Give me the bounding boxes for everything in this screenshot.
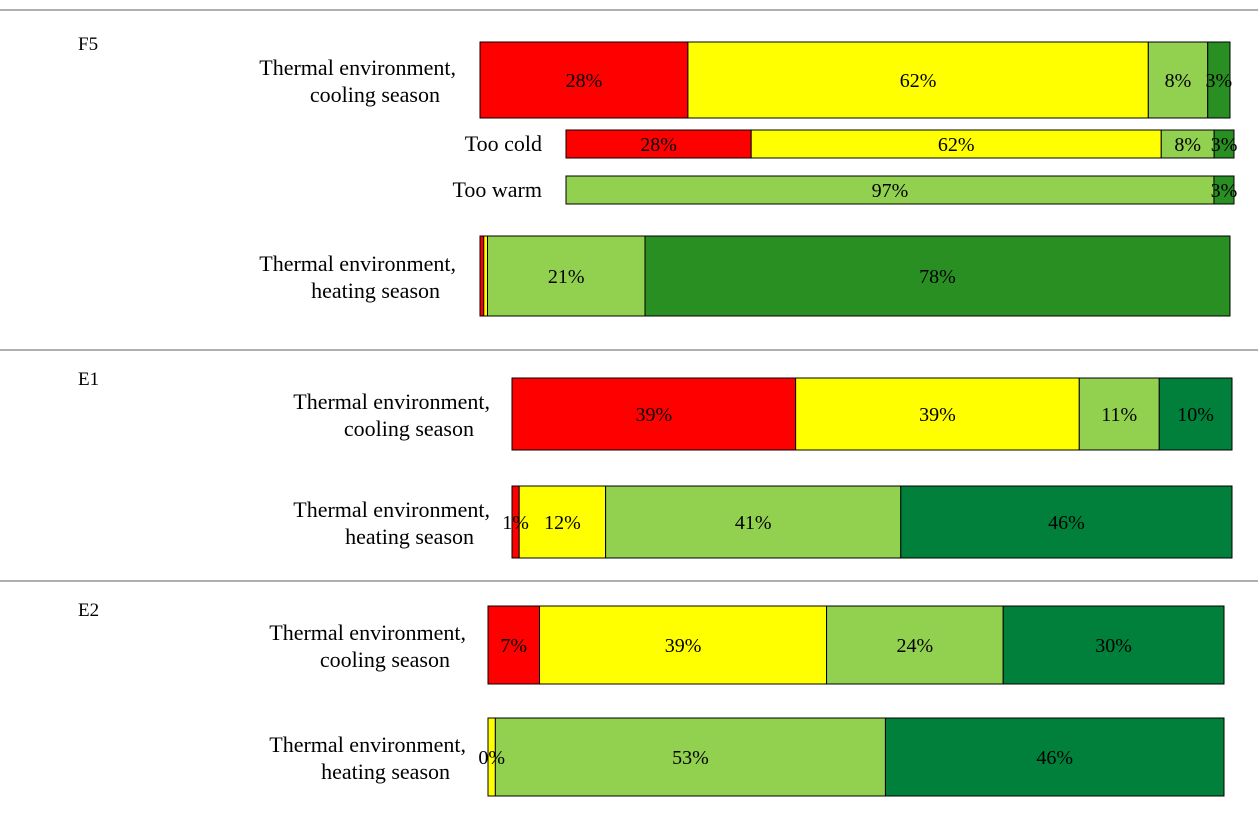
bar-value-label: 7% [500,635,527,657]
bar-value-label: 3% [1211,180,1238,202]
bar-f5-0: Thermal environment,cooling season 28% 62%… [259,41,1233,119]
bar-segment [1078,377,1160,451]
bar-segment [483,235,488,317]
bar-category-label-line2: heating season [345,524,474,549]
bar-category-label-line1: Thermal environment, [293,497,490,522]
bar-e1-0: Thermal environment,cooling season 39% 39%… [293,377,1233,451]
bar-value-label: 3% [1206,70,1233,92]
bar-value-label: 46% [1048,512,1085,534]
bar-value-label: 62% [900,70,937,92]
bar-segment [487,605,541,685]
bar-e1-1: Thermal environment,heating season 1% 12% 4… [293,485,1233,559]
bar-segment [687,41,1149,119]
bar-segment [1147,41,1209,119]
bar-segment [479,41,689,119]
bar-value-label: 10% [1177,404,1214,426]
bar-segment [750,129,1162,159]
bar-segment [511,377,797,451]
bar-segment [487,235,646,317]
bar-e2-0: Thermal environment,cooling season 7% 39% 2… [269,605,1225,685]
bar-value-label: 1% [502,512,529,534]
bar-segment [518,485,607,559]
bar-category-label: Too cold [465,131,542,156]
bar-category-label-line1: Thermal environment, [269,620,466,645]
bar-segment [644,235,1231,317]
bar-category-label-line2: cooling season [320,647,450,672]
bar-category-label-line2: heating season [321,759,450,784]
bar-category-label: Too warm [453,177,543,202]
bar-segment [826,605,1004,685]
bar-f5-1: Too cold 28% 62% 8% 3% [465,129,1238,159]
bar-f5-3: Thermal environment,heating season 21% 78% [259,235,1231,317]
bar-category-label-line1: Thermal environment, [259,55,456,80]
bar-segment [1213,175,1235,205]
bar-category-label-line2: cooling season [310,82,440,107]
bar-e2-1: Thermal environment,heating season 0% 53% 4… [269,717,1225,797]
bar-value-label: 39% [919,404,956,426]
bar-segment [565,129,752,159]
bar-value-label: 21% [548,266,585,288]
bar-value-label: 46% [1036,747,1073,769]
bar-value-label: 62% [938,134,975,156]
bar-value-label: 8% [1165,70,1192,92]
bar-segment [1207,41,1231,119]
bar-category-label-line2: cooling season [344,416,474,441]
bar-value-label: 28% [640,134,677,156]
bar-category-label-line1: Thermal environment, [269,732,466,757]
bar-segment [494,717,886,797]
bar-segment [1002,605,1225,685]
bar-value-label: 41% [735,512,772,534]
bar-category-label-line1: Thermal environment, [293,389,490,414]
bar-value-label: 8% [1174,134,1201,156]
bar-value-label: 53% [672,747,709,769]
panel-label-e1: E1 [78,369,99,390]
bar-value-label: 78% [919,266,956,288]
bar-segment [539,605,828,685]
bar-value-label: 39% [635,404,672,426]
bar-segment [1213,129,1235,159]
bar-segment [795,377,1080,451]
bar-segment [884,717,1225,797]
bar-value-label: 24% [897,635,934,657]
bar-category-label-line1: Thermal environment, [259,251,456,276]
bar-value-label: 12% [544,512,581,534]
bar-segment [1160,129,1215,159]
panel-label-e2: E2 [78,600,99,621]
bar-value-label: 11% [1101,404,1137,426]
bar-segment [900,485,1233,559]
bar-segment [1158,377,1233,451]
bar-value-label: 28% [566,70,603,92]
bar-f5-2: Too warm 97% 3% [453,175,1238,205]
bar-segment [479,235,485,317]
panel-label-f5: F5 [78,34,98,55]
bar-category-label-line2: heating season [311,278,440,303]
bar-value-label: 97% [872,180,909,202]
bar-value-label: 0% [478,747,505,769]
bar-value-label: 39% [665,635,702,657]
bar-value-label: 3% [1211,134,1238,156]
bar-segment [605,485,902,559]
bar-value-label: 30% [1095,635,1132,657]
bar-segment [565,175,1215,205]
